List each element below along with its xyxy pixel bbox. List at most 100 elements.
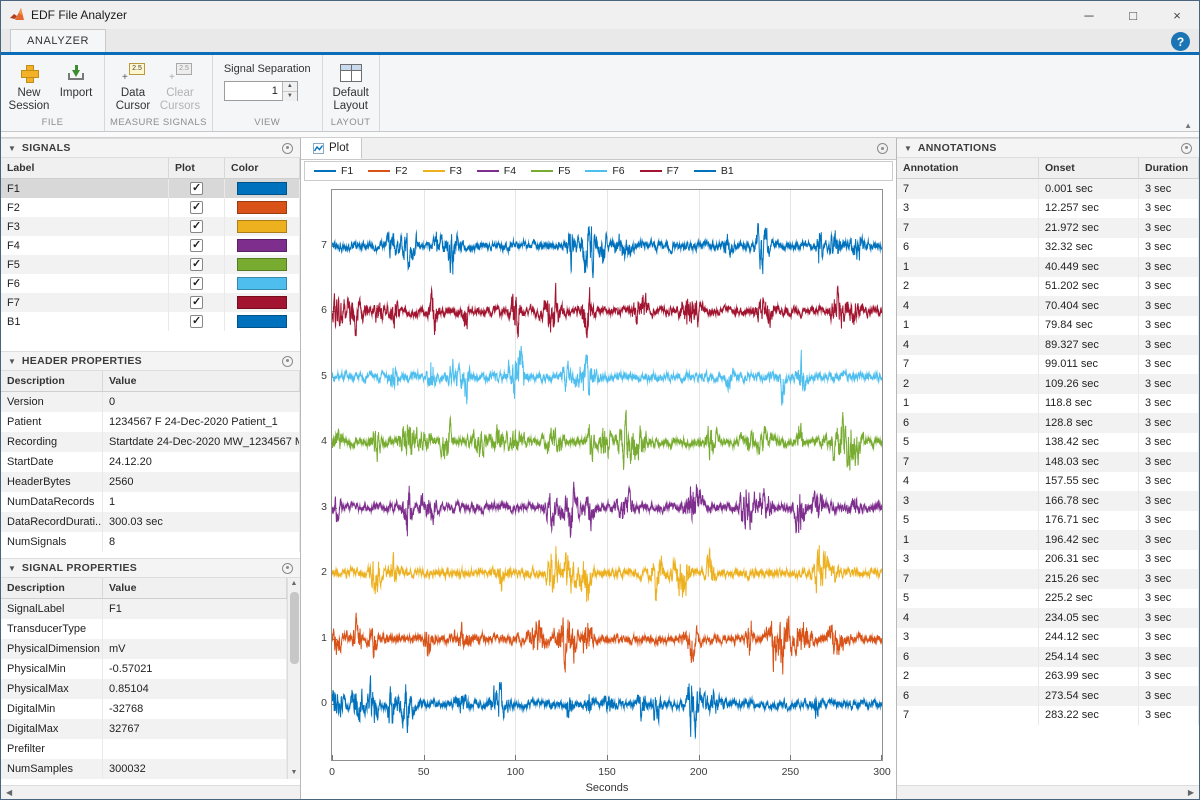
panel-menu-icon[interactable] <box>282 563 293 574</box>
tab-plot[interactable]: Plot <box>301 138 362 159</box>
annotation-row[interactable]: 6254.14 sec3 sec <box>897 647 1199 667</box>
toolstrip-collapse-icon[interactable]: ▲ <box>1184 121 1192 130</box>
annotation-row[interactable]: 2263.99 sec3 sec <box>897 667 1199 687</box>
signals-table-row[interactable]: F4 <box>1 236 300 255</box>
legend-entry[interactable]: F2 <box>368 165 407 177</box>
annotations-panel-header[interactable]: ▼ ANNOTATIONS <box>897 138 1199 158</box>
header-properties-panel-header[interactable]: ▼ HEADER PROPERTIES <box>1 351 300 371</box>
spin-down-icon[interactable]: ▼ <box>283 92 297 101</box>
signals-panel-header[interactable]: ▼ SIGNALS <box>1 138 300 158</box>
collapse-icon[interactable]: ▼ <box>8 357 16 366</box>
annotation-row[interactable]: 6273.54 sec3 sec <box>897 686 1199 706</box>
legend-entry[interactable]: F5 <box>531 165 570 177</box>
signals-table-row[interactable]: F2 <box>1 198 300 217</box>
annotation-row[interactable]: 5176.71 sec3 sec <box>897 511 1199 531</box>
new-session-button[interactable]: New Session <box>6 58 52 113</box>
spin-up-icon[interactable]: ▲ <box>283 82 297 92</box>
titlebar[interactable]: EDF File Analyzer ─ □ × <box>1 1 1199 29</box>
legend-entry[interactable]: F1 <box>314 165 353 177</box>
collapse-icon[interactable]: ▼ <box>8 564 16 573</box>
panel-menu-icon[interactable] <box>1181 143 1192 154</box>
annotation-row[interactable]: 5225.2 sec3 sec <box>897 589 1199 609</box>
annotation-row[interactable]: 3206.31 sec3 sec <box>897 550 1199 570</box>
annotation-row[interactable]: 7283.22 sec3 sec <box>897 706 1199 726</box>
annotation-row[interactable]: 489.327 sec3 sec <box>897 335 1199 355</box>
close-button[interactable]: × <box>1155 1 1199 29</box>
property-row[interactable]: Prefilter <box>1 739 287 759</box>
panel-menu-icon[interactable] <box>877 143 888 154</box>
color-swatch[interactable] <box>237 277 287 290</box>
property-row[interactable]: NumDataRecords1 <box>1 492 300 512</box>
property-row[interactable]: Patient1234567 F 24-Dec-2020 Patient_1 <box>1 412 300 432</box>
annotation-row[interactable]: 140.449 sec3 sec <box>897 257 1199 277</box>
maximize-button[interactable]: □ <box>1111 1 1155 29</box>
property-row[interactable]: NumSignals8 <box>1 532 300 552</box>
collapse-icon[interactable]: ▼ <box>8 144 16 153</box>
plot-checkbox[interactable] <box>190 258 203 271</box>
panel-menu-icon[interactable] <box>282 143 293 154</box>
property-row[interactable]: DigitalMax32767 <box>1 719 287 739</box>
property-row[interactable]: RecordingStartdate 24-Dec-2020 MW_123456… <box>1 432 300 452</box>
scroll-right-icon[interactable]: ▶ <box>1183 788 1199 797</box>
annotation-row[interactable]: 6128.8 sec3 sec <box>897 413 1199 433</box>
signals-table-row[interactable]: F6 <box>1 274 300 293</box>
collapse-icon[interactable]: ▼ <box>904 144 912 153</box>
annotation-row[interactable]: 5138.42 sec3 sec <box>897 433 1199 453</box>
legend-entry[interactable]: F6 <box>585 165 624 177</box>
right-horizontal-scrollbar[interactable]: ▶ <box>897 785 1199 799</box>
plot-canvas[interactable] <box>332 190 882 760</box>
annotation-row[interactable]: 470.404 sec3 sec <box>897 296 1199 316</box>
plot-checkbox[interactable] <box>190 277 203 290</box>
property-row[interactable]: StartDate24.12.20 <box>1 452 300 472</box>
plot-checkbox[interactable] <box>190 182 203 195</box>
property-row[interactable]: DataRecordDurati...300.03 sec <box>1 512 300 532</box>
annotation-row[interactable]: 7148.03 sec3 sec <box>897 452 1199 472</box>
left-horizontal-scrollbar[interactable]: ◀ <box>1 785 300 799</box>
legend-entry[interactable]: B1 <box>694 165 734 177</box>
annotation-row[interactable]: 251.202 sec3 sec <box>897 277 1199 297</box>
signals-table-row[interactable]: F1 <box>1 179 300 198</box>
property-row[interactable]: PhysicalMax0.85104 <box>1 679 287 699</box>
property-row[interactable]: TransducerType <box>1 619 287 639</box>
annotation-row[interactable]: 70.001 sec3 sec <box>897 179 1199 199</box>
property-row[interactable]: PhysicalMin-0.57021 <box>1 659 287 679</box>
color-swatch[interactable] <box>237 258 287 271</box>
annotation-row[interactable]: 3244.12 sec3 sec <box>897 628 1199 648</box>
vertical-scrollbar[interactable]: ▲ ▼ <box>287 578 300 779</box>
property-row[interactable]: HeaderBytes2560 <box>1 472 300 492</box>
plot-checkbox[interactable] <box>190 220 203 233</box>
minimize-button[interactable]: ─ <box>1067 1 1111 29</box>
annotation-row[interactable]: 2109.26 sec3 sec <box>897 374 1199 394</box>
legend-entry[interactable]: F3 <box>423 165 462 177</box>
import-button[interactable]: Import <box>53 58 99 100</box>
property-row[interactable]: Version0 <box>1 392 300 412</box>
annotation-row[interactable]: 4157.55 sec3 sec <box>897 472 1199 492</box>
annotation-row[interactable]: 1196.42 sec3 sec <box>897 530 1199 550</box>
data-cursor-button[interactable]: 2.5 + Data Cursor <box>110 58 156 113</box>
annotation-row[interactable]: 799.011 sec3 sec <box>897 355 1199 375</box>
color-swatch[interactable] <box>237 182 287 195</box>
signal-properties-panel-header[interactable]: ▼ SIGNAL PROPERTIES <box>1 558 300 578</box>
scroll-up-icon[interactable]: ▲ <box>291 578 298 590</box>
color-swatch[interactable] <box>237 201 287 214</box>
signal-separation-input[interactable] <box>225 82 282 100</box>
property-row[interactable]: SignalLabelF1 <box>1 599 287 619</box>
property-row[interactable]: DigitalMin-32768 <box>1 699 287 719</box>
plot-checkbox[interactable] <box>190 315 203 328</box>
signals-table-row[interactable]: F7 <box>1 293 300 312</box>
signals-table-row[interactable]: F5 <box>1 255 300 274</box>
tab-analyzer[interactable]: ANALYZER <box>10 29 106 52</box>
property-row[interactable]: NumSamples300032 <box>1 759 287 779</box>
color-swatch[interactable] <box>237 239 287 252</box>
plot-checkbox[interactable] <box>190 296 203 309</box>
panel-menu-icon[interactable] <box>282 356 293 367</box>
plot-checkbox[interactable] <box>190 239 203 252</box>
scroll-down-icon[interactable]: ▼ <box>291 767 298 779</box>
color-swatch[interactable] <box>237 315 287 328</box>
property-row[interactable]: PhysicalDimensionmV <box>1 639 287 659</box>
default-layout-button[interactable]: Default Layout <box>328 58 374 113</box>
color-swatch[interactable] <box>237 296 287 309</box>
legend-entry[interactable]: F4 <box>477 165 516 177</box>
scroll-left-icon[interactable]: ◀ <box>1 788 17 797</box>
help-icon[interactable]: ? <box>1171 32 1190 51</box>
